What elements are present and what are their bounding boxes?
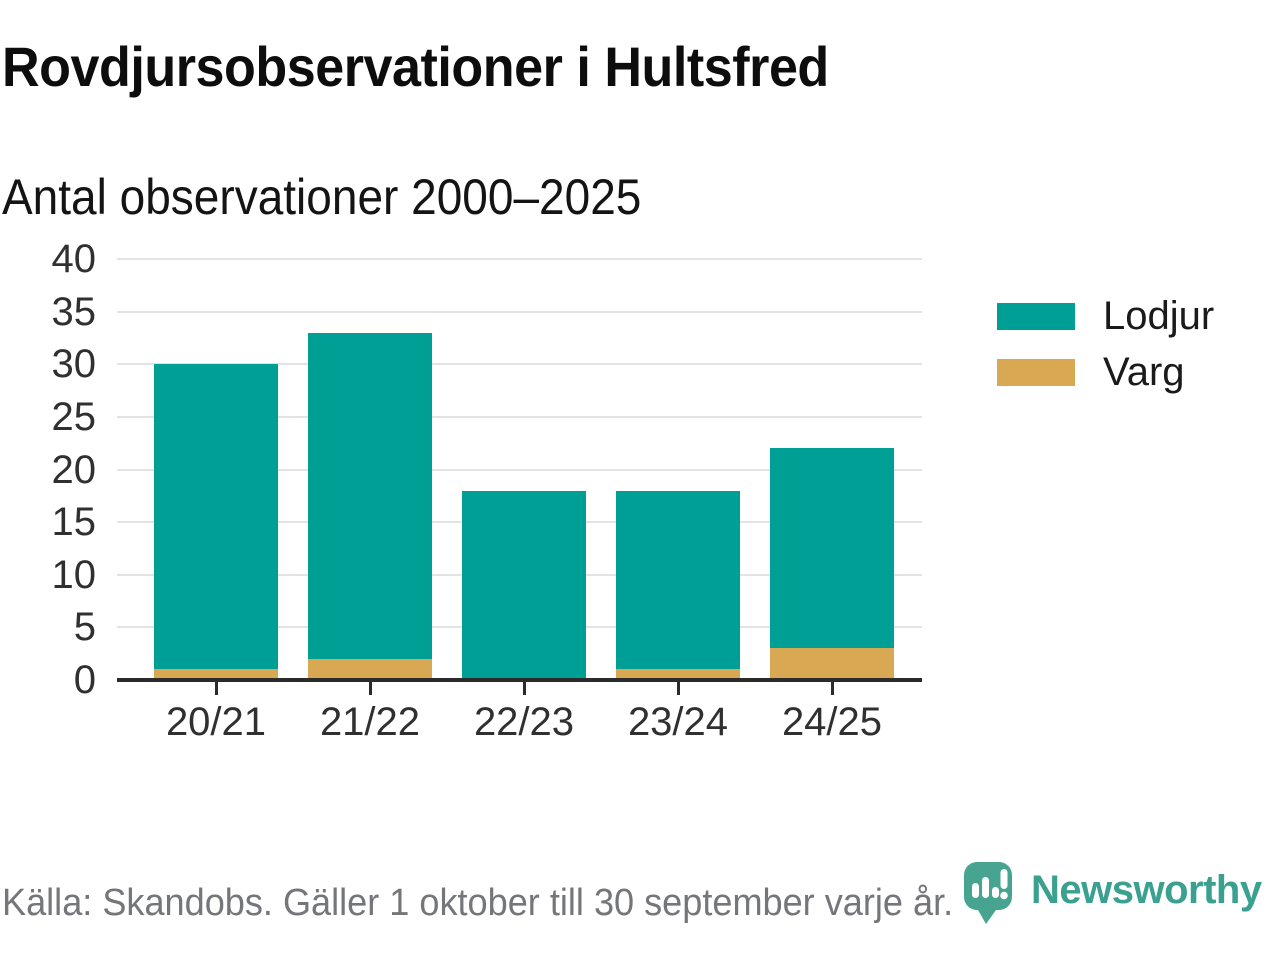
newsworthy-logo-icon	[964, 862, 1012, 924]
legend-item: Lodjur	[997, 293, 1215, 338]
bar-group	[462, 490, 586, 680]
legend-label: Varg	[1103, 349, 1185, 394]
y-tick-label: 40	[51, 237, 97, 281]
gridline	[117, 468, 922, 471]
newsworthy-logo: Newsworthy	[963, 862, 1262, 924]
legend-item: Varg	[997, 349, 1214, 394]
legend-swatch	[997, 358, 1075, 386]
bar-segment-varg	[308, 658, 432, 680]
x-tick-mark	[676, 682, 680, 695]
gridline	[117, 363, 922, 366]
y-tick-label: 20	[51, 447, 97, 492]
y-tick-label: 15	[51, 500, 97, 545]
bar-group	[770, 448, 894, 680]
x-tick-mark	[368, 682, 372, 695]
bar-segment-varg	[154, 669, 278, 680]
x-tick-label: 21/22	[319, 700, 421, 744]
bar-segment-lodjur	[616, 490, 740, 670]
bar-segment-lodjur	[154, 364, 278, 670]
y-tick-label: 0	[73, 658, 96, 702]
bar-segment-varg	[616, 669, 740, 680]
chart-legend: Lodjur Varg	[997, 293, 1215, 394]
x-tick-mark	[214, 682, 218, 695]
bar-group	[154, 364, 278, 680]
y-tick-label: 35	[51, 289, 97, 334]
bar-segment-varg	[770, 648, 894, 680]
x-tick-label: 20/21	[165, 700, 267, 744]
gridline	[117, 258, 922, 260]
bar-segment-lodjur	[462, 490, 586, 680]
legend-swatch	[997, 302, 1075, 330]
chart-subtitle: Antal observationer 2000–2025	[2, 169, 642, 225]
x-tick-label: 24/25	[781, 700, 883, 744]
legend-label: Lodjur	[1103, 293, 1215, 338]
bar-segment-lodjur	[770, 448, 894, 649]
gridline	[117, 310, 922, 313]
x-tick-label: 23/24	[627, 700, 729, 744]
newsworthy-logo-wordmark: Newsworthy	[1031, 868, 1262, 912]
bar-group	[616, 490, 740, 680]
y-tick-label: 30	[51, 342, 97, 387]
x-tick-label: 22/23	[473, 700, 575, 744]
y-tick-label: 5	[73, 605, 96, 650]
x-tick-mark	[522, 682, 526, 695]
y-tick-label: 25	[51, 394, 97, 439]
gridline	[117, 415, 922, 418]
x-tick-mark	[830, 682, 834, 695]
y-tick-label: 10	[51, 552, 97, 597]
source-note: Källa: Skandobs. Gäller 1 oktober till 3…	[2, 882, 954, 924]
bar-segment-lodjur	[308, 332, 432, 659]
bar-group	[308, 332, 432, 680]
page-title: Rovdjursobservationer i Hultsfred	[2, 35, 829, 98]
x-axis-line	[117, 678, 922, 682]
